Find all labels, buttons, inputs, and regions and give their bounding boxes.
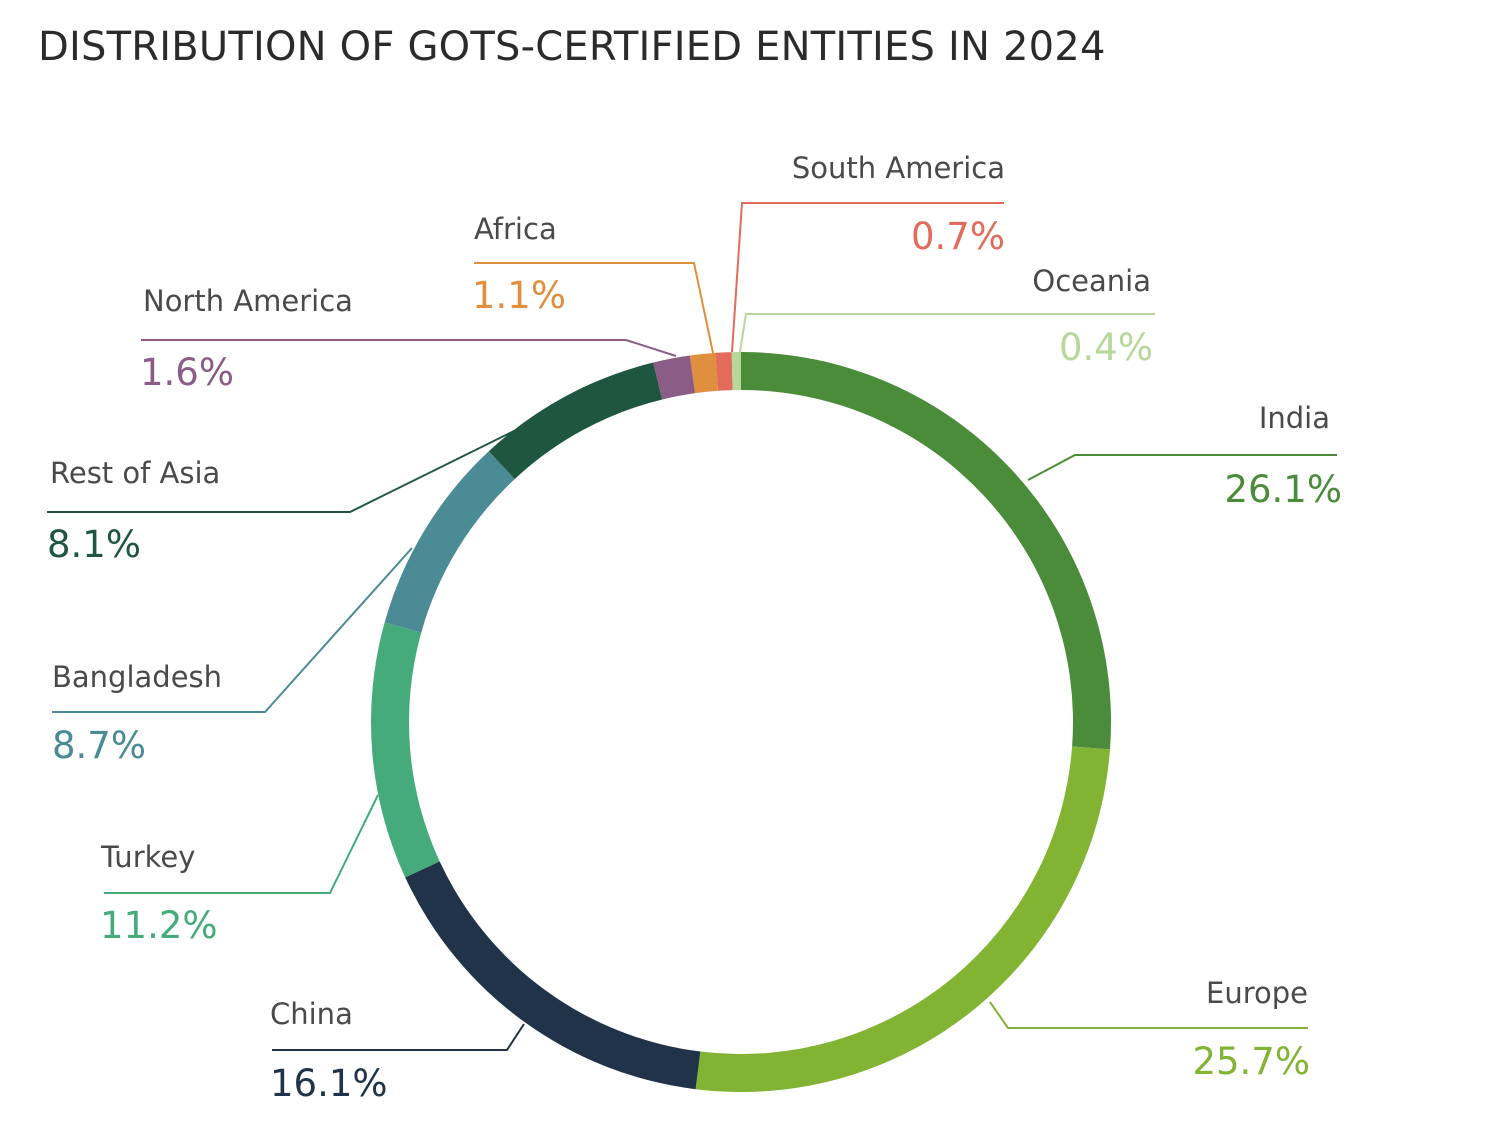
slice-value-europe: 25.7% (1192, 1040, 1310, 1083)
slice-india (741, 352, 1111, 750)
slice-value-china: 16.1% (270, 1062, 388, 1105)
slice-value-south-america: 0.7% (911, 215, 1005, 258)
slice-value-turkey: 11.2% (100, 904, 218, 947)
slice-turkey (371, 622, 440, 878)
slice-name-africa: Africa (474, 212, 557, 246)
leader-line-europe (989, 1001, 1308, 1029)
slice-value-india: 26.1% (1224, 468, 1342, 511)
slice-name-south-america: South America (792, 151, 1005, 185)
slice-name-china: China (270, 997, 353, 1031)
slice-value-oceania: 0.4% (1059, 326, 1153, 369)
leader-line-rest-of-asia (47, 427, 521, 513)
slice-name-europe: Europe (1206, 976, 1308, 1010)
slice-name-oceania: Oceania (1032, 264, 1151, 298)
slice-oceania (731, 352, 741, 391)
slice-name-rest-of-asia: Rest of Asia (50, 456, 220, 490)
slice-name-turkey: Turkey (100, 840, 195, 874)
leader-line-oceania (739, 313, 1155, 353)
leader-line-bangladesh (52, 547, 413, 713)
leader-line-south-america (731, 202, 1004, 353)
slice-bangladesh (384, 451, 515, 633)
slice-rest-of-asia (488, 362, 663, 480)
slice-value-africa: 1.1% (472, 274, 566, 317)
leader-line-north-america (141, 339, 677, 357)
slice-value-rest-of-asia: 8.1% (47, 523, 141, 566)
slice-north-america (653, 355, 696, 400)
slice-south-america (715, 352, 733, 391)
slice-name-north-america: North America (143, 284, 353, 318)
slice-value-north-america: 1.6% (140, 351, 234, 394)
slice-china (405, 861, 701, 1090)
slice-name-bangladesh: Bangladesh (52, 660, 222, 694)
leader-line-india (1027, 454, 1337, 481)
slice-africa (689, 352, 719, 394)
slice-europe (695, 746, 1110, 1092)
slice-name-india: India (1259, 401, 1330, 435)
slice-value-bangladesh: 8.7% (52, 724, 146, 767)
leader-line-china (272, 1023, 525, 1051)
leader-line-africa (474, 262, 714, 354)
leader-line-turkey (104, 794, 379, 894)
chart-title: DISTRIBUTION OF GOTS-CERTIFIED ENTITIES … (38, 24, 1106, 70)
